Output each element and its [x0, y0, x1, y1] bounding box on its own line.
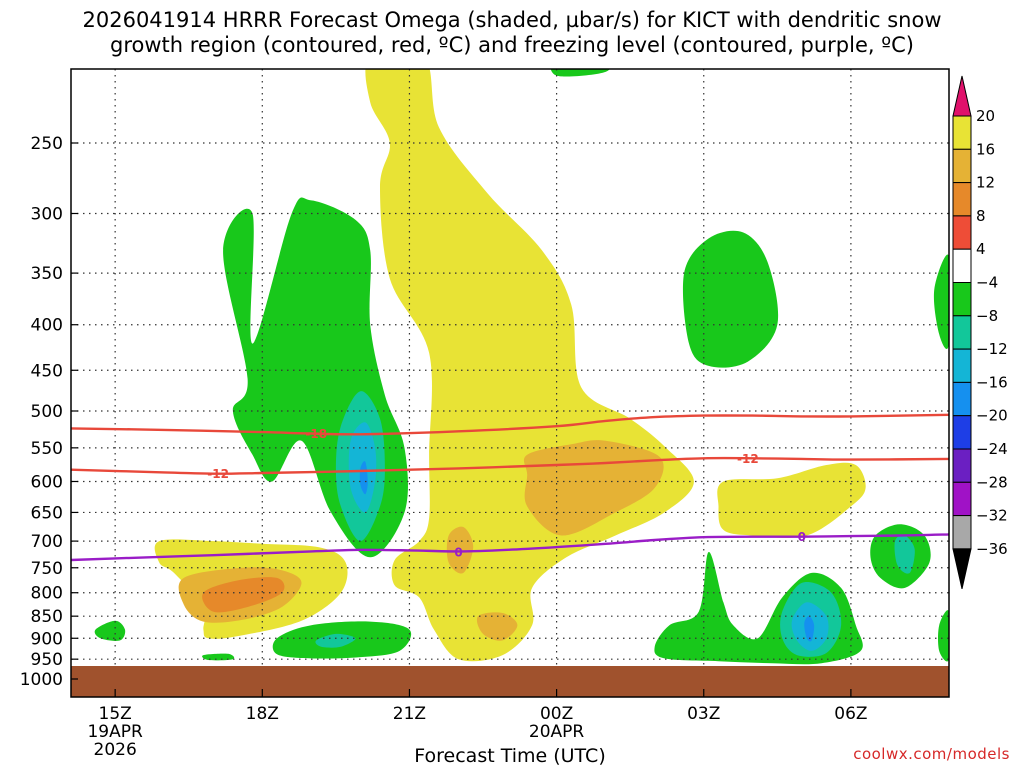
region-green-cell-top-right-small — [550, 69, 610, 77]
y-tick-label-450: 450 — [31, 361, 63, 381]
grid-lines — [71, 69, 949, 667]
chart-title-line-2: growth region (contoured, red, ºC) and f… — [110, 33, 914, 57]
region-green-cell-upper-right — [682, 230, 779, 368]
colorbar-label-12: −32 — [976, 507, 1008, 525]
x-tick-label-18Z: 18Z — [246, 704, 279, 724]
colorbar-segment-8 — [952, 381, 972, 417]
colorbar-bottom-arrow — [952, 548, 972, 590]
plot-frame — [70, 68, 950, 698]
colorbar-segment-1 — [952, 148, 972, 184]
colorbar-segment-4 — [952, 248, 972, 283]
colorbar-label-3: 8 — [976, 207, 986, 225]
contour-label-1: -12 — [207, 467, 229, 481]
y-tick-label-300: 300 — [31, 204, 63, 224]
colorbar-label-13: −36 — [976, 540, 1008, 558]
colorbar-label-9: −20 — [976, 407, 1008, 425]
colorbar-segment-12 — [952, 515, 972, 550]
x-tick-date-15Z: 19APR — [87, 722, 143, 742]
x-axis-title: Forecast Time (UTC) — [414, 745, 606, 767]
y-tick-label-350: 350 — [31, 264, 63, 284]
credit-text: coolwx.com/models — [853, 745, 1010, 763]
contour-label-0: -18 — [305, 427, 327, 441]
colorbar-label-2: 12 — [976, 174, 995, 192]
region-green-cell-right-edge — [933, 254, 949, 349]
region-orange-small-bottom — [476, 612, 518, 641]
chart-title-line-1: 2026041914 HRRR Forecast Omega (shaded, … — [82, 8, 942, 32]
colorbar-segment-9 — [952, 415, 972, 450]
colorbar-label-11: −28 — [976, 473, 1008, 491]
region-teal-far-right-cell — [894, 535, 915, 574]
x-tick-label-21Z: 21Z — [393, 704, 426, 724]
colorbar-segment-3 — [952, 215, 972, 250]
contour-label-2: -12 — [737, 452, 759, 466]
colorbar-segment-10 — [952, 448, 972, 483]
region-orange-core-low-left — [202, 577, 285, 613]
colorbar-segment-7 — [952, 348, 972, 383]
x-tick-label-15Z: 15Z — [99, 704, 132, 724]
contour-label-4: 0 — [798, 530, 806, 544]
region-green-small-bottom-right-edge — [938, 610, 949, 662]
region-green-small-left-2 — [202, 653, 235, 661]
y-tick-label-850: 850 — [31, 607, 63, 627]
x-tick-label-03Z: 03Z — [687, 704, 720, 724]
colorbar-label-1: 16 — [976, 140, 995, 158]
colorbar-segment-2 — [952, 182, 972, 217]
x-tick-label-00Z: 00Z — [540, 704, 573, 724]
region-yellow-blob-right — [717, 462, 866, 538]
colorbar: 20 16 12 8 4 −4 −8 −12 −16 −20 −24 −28 −32 −36 — [952, 75, 1008, 590]
colorbar-label-4: 4 — [976, 240, 986, 258]
colorbar-segment-0 — [952, 115, 972, 150]
colorbar-label-0: 20 — [976, 107, 995, 125]
colorbar-label-8: −16 — [976, 373, 1008, 391]
y-tick-label-650: 650 — [31, 503, 63, 523]
shaded-regions — [94, 69, 949, 665]
contour-label-3: 0 — [454, 545, 462, 559]
y-tick-label-950: 950 — [31, 650, 63, 670]
x-tick-year-15Z: 2026 — [94, 740, 137, 760]
y-tick-label-550: 550 — [31, 439, 63, 459]
colorbar-label-7: −12 — [976, 340, 1008, 358]
y-axis: 2503003504004505005506006507007508008509… — [20, 134, 78, 690]
region-orange-small-near-21z — [446, 526, 474, 574]
y-tick-label-700: 700 — [31, 532, 63, 552]
y-tick-label-900: 900 — [31, 629, 63, 649]
y-tick-label-400: 400 — [31, 316, 63, 336]
colorbar-top-arrow — [952, 75, 972, 117]
region-teal-bottom-middle-cell — [315, 633, 356, 648]
colorbar-label-10: −24 — [976, 440, 1008, 458]
region-green-small-left-1 — [94, 620, 126, 641]
contour-dgz-top-minus-18 — [71, 413, 949, 436]
colorbar-label-6: −8 — [976, 307, 998, 325]
y-tick-label-500: 500 — [31, 402, 63, 422]
contour-lines — [71, 413, 949, 562]
plot-area: -18 -12 -12 0 0 — [71, 69, 949, 697]
region-yellow-upward-plume-upper — [365, 69, 694, 662]
y-tick-label-800: 800 — [31, 584, 63, 604]
region-blue-low-right-core — [804, 616, 815, 642]
colorbar-segment-6 — [952, 315, 972, 350]
x-tick-date-00Z: 20APR — [529, 722, 585, 742]
contour-freezing-level-0 — [71, 533, 949, 562]
ground-surface-band — [71, 666, 949, 697]
contour-dgz-bottom-minus-12 — [71, 456, 949, 475]
y-tick-label-600: 600 — [31, 472, 63, 492]
colorbar-segment-11 — [952, 481, 972, 517]
y-tick-label-1000: 1000 — [20, 670, 63, 690]
colorbar-segment-5 — [952, 282, 972, 317]
y-tick-label-750: 750 — [31, 559, 63, 579]
contour-labels: -18 -12 -12 0 0 — [207, 427, 806, 559]
region-blue-core-tall-cell — [359, 461, 368, 495]
x-tick-label-06Z: 06Z — [834, 704, 867, 724]
colorbar-label-5: −4 — [976, 274, 998, 292]
y-tick-label-250: 250 — [31, 134, 63, 154]
